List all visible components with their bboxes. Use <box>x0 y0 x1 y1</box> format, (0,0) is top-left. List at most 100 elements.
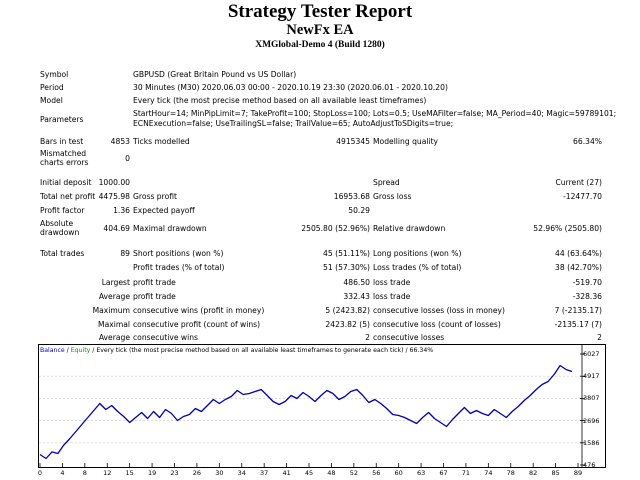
report-title: Strategy Tester Report <box>227 1 413 22</box>
net-profit-value: 4475.98 <box>98 192 130 201</box>
max-consecutive-wins-label: consecutive wins (profit in money) <box>133 306 265 315</box>
x-tick-label: 19 <box>147 469 157 477</box>
parameters-line-1: StartHour=14; MinPipLimit=7; TakeProfit=… <box>133 109 617 118</box>
x-tick-label: 82 <box>529 469 538 477</box>
parameters-line-2: ECNExecution=false; UseTrailingSL=false;… <box>133 119 454 128</box>
maximal-drawdown-value: 2505.80 (52.96%) <box>301 224 370 233</box>
x-tick-label: 37 <box>260 469 269 477</box>
legend-balance: Balance <box>40 347 65 354</box>
ea-name: NewFx EA <box>286 22 354 38</box>
chart-caption: Balance / Equity / Every tick (the most … <box>40 347 433 354</box>
maximal-consecutive-loss-value: -2135.17 (7) <box>554 320 602 329</box>
largest-loss-value: -519.70 <box>572 278 602 287</box>
x-tick-label: 34 <box>237 469 246 477</box>
legend-equity: Equity <box>70 347 91 354</box>
gross-loss-label: Gross loss <box>373 192 412 201</box>
total-trades-value: 89 <box>120 249 130 258</box>
short-positions-value: 45 (51.11%) <box>323 249 370 258</box>
total-trades-label: Total trades <box>40 249 85 258</box>
x-tick-label: 67 <box>439 469 448 477</box>
maximal-consecutive-profit-value: 2423.82 (5) <box>325 320 370 329</box>
average-label: Average <box>98 292 130 301</box>
ticks-value: 4915345 <box>336 137 370 146</box>
profit-trades-label: Profit trades (% of total) <box>133 263 225 272</box>
x-tick-label: 15 <box>125 469 134 477</box>
relative-drawdown-value: 52.96% (2505.80) <box>533 224 602 233</box>
expected-payoff-label: Expected payoff <box>133 206 195 215</box>
maximum-label: Maximum <box>92 306 130 315</box>
ticks-label: Ticks modelled <box>133 137 190 146</box>
gross-profit-value: 16953.68 <box>333 192 370 201</box>
average-profit-value: 332.43 <box>343 292 370 301</box>
gross-profit-label: Gross profit <box>133 192 177 201</box>
balance-chart-svg <box>38 344 606 468</box>
average-profit-label: profit trade <box>133 292 176 301</box>
symbol-value: GBPUSD (Great Britain Pound vs US Dollar… <box>133 70 297 79</box>
x-tick-label: 63 <box>416 469 426 477</box>
long-positions-label: Long positions (won %) <box>373 249 462 258</box>
spread-value: Current (27) <box>555 178 602 187</box>
x-tick-label: 60 <box>394 469 403 477</box>
symbol-label: Symbol <box>40 70 69 79</box>
model-label: Model <box>40 96 63 105</box>
relative-drawdown-label: Relative drawdown <box>373 224 446 233</box>
x-tick-label: 85 <box>551 469 560 477</box>
maximal-consecutive-loss-label: consecutive loss (count of losses) <box>373 320 501 329</box>
y-tick-label: 476 <box>583 461 596 469</box>
chart-frame <box>38 344 606 468</box>
average-consecutive-label: Average <box>98 333 130 342</box>
average-consecutive-wins-label: consecutive wins <box>133 333 199 342</box>
short-positions-label: Short positions (won %) <box>133 249 224 258</box>
x-tick-label: 45 <box>304 469 314 477</box>
y-tick-label: 6027 <box>583 350 600 358</box>
largest-label: Largest <box>101 278 130 287</box>
y-tick-label: 3807 <box>583 394 600 403</box>
max-consecutive-losses-value: 7 (-2135.17) <box>554 306 602 315</box>
x-tick-label: 30 <box>215 469 224 477</box>
x-tick-label: 0 <box>37 469 43 477</box>
balance-chart <box>38 344 606 468</box>
x-tick-label: 8 <box>82 469 87 477</box>
profit-factor-value: 1.36 <box>113 206 130 215</box>
largest-profit-label: profit trade <box>133 278 176 287</box>
deposit-value: 1000.00 <box>98 178 130 187</box>
expected-payoff-value: 50.29 <box>348 206 370 215</box>
profit-factor-label: Profit factor <box>40 206 85 215</box>
net-profit-label: Total net profit <box>40 192 96 201</box>
max-consecutive-losses-label: consecutive losses (loss in money) <box>373 306 505 315</box>
loss-trades-label: Loss trades (% of total) <box>373 263 462 272</box>
average-loss-label: loss trade <box>373 292 411 301</box>
bars-label: Bars in test <box>40 137 84 146</box>
maximal-label: Maximal <box>98 320 130 329</box>
x-tick-label: 78 <box>506 469 515 477</box>
deposit-label: Initial deposit <box>40 178 92 187</box>
x-tick-label: 41 <box>282 469 291 477</box>
average-loss-value: -328.36 <box>572 292 602 301</box>
quality-label: Modelling quality <box>373 137 439 146</box>
period-label: Period <box>40 83 64 92</box>
gross-loss-value: -12477.70 <box>563 192 602 201</box>
average-consecutive-losses-value: 2 <box>597 333 602 342</box>
mismatch-label: Mismatched charts errors <box>40 149 89 167</box>
loss-trades-value: 38 (42.70%) <box>555 263 602 272</box>
quality-value: 66.34% <box>573 137 602 146</box>
absolute-drawdown-value: 404.69 <box>103 224 130 233</box>
y-tick-label: 4917 <box>583 372 600 381</box>
y-tick-label: 1586 <box>583 438 600 447</box>
model-value: Every tick (the most precise method base… <box>133 96 427 105</box>
largest-loss-label: loss trade <box>373 278 411 287</box>
x-tick-label: 74 <box>484 469 493 477</box>
profit-trades-value: 51 (57.30%) <box>323 263 370 272</box>
x-tick-label: 56 <box>372 469 381 477</box>
x-tick-label: 71 <box>461 469 471 477</box>
bars-value: 4853 <box>110 137 130 146</box>
mismatch-value: 0 <box>125 154 130 163</box>
maximal-consecutive-profit-label: consecutive profit (count of wins) <box>133 320 261 329</box>
long-positions-value: 44 (63.64%) <box>555 249 602 258</box>
absolute-drawdown-label: Absolute drawdown <box>40 219 80 237</box>
average-consecutive-wins-value: 2 <box>365 333 370 342</box>
largest-profit-value: 486.50 <box>343 278 370 287</box>
average-consecutive-losses-label: consecutive losses <box>373 333 445 342</box>
balance-line <box>39 364 573 460</box>
parameters-label: Parameters <box>40 115 84 124</box>
